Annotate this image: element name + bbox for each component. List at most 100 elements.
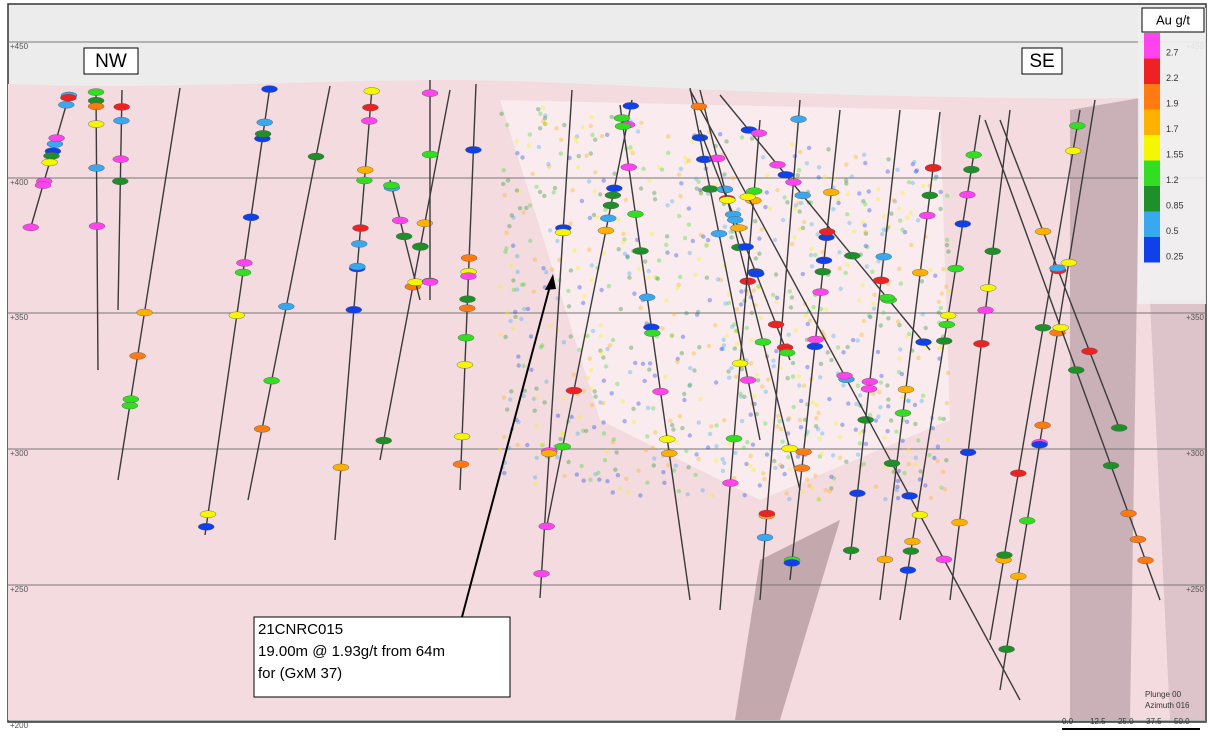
block — [652, 190, 657, 196]
block — [838, 455, 843, 460]
block — [816, 497, 821, 502]
block — [665, 203, 670, 208]
drill-hole — [379, 89, 451, 461]
block — [738, 394, 744, 399]
block — [935, 444, 941, 449]
block — [588, 367, 594, 373]
block — [863, 160, 868, 166]
block — [652, 197, 658, 202]
scale-label: 12.5 — [1090, 717, 1106, 726]
block — [561, 396, 566, 401]
block — [778, 427, 784, 432]
block — [829, 357, 834, 363]
block — [671, 427, 676, 432]
block — [538, 345, 544, 350]
block — [588, 123, 593, 129]
assay-interval — [421, 150, 439, 159]
fault-plane — [1150, 300, 1205, 720]
annotation-line: 21CNRC015 — [258, 621, 343, 638]
block — [761, 471, 766, 476]
block — [603, 207, 608, 212]
block — [787, 289, 792, 294]
block — [687, 383, 692, 388]
block — [722, 418, 727, 423]
block — [647, 178, 652, 183]
block — [656, 258, 662, 263]
block — [588, 151, 593, 156]
assay-interval — [136, 308, 153, 317]
block — [569, 414, 574, 420]
block — [555, 455, 560, 460]
assay-interval — [951, 518, 968, 527]
block — [805, 364, 810, 370]
block — [805, 321, 810, 327]
block — [863, 231, 869, 236]
block — [897, 356, 902, 361]
block — [742, 394, 747, 399]
block — [906, 461, 911, 467]
block — [818, 361, 824, 367]
block — [682, 391, 687, 397]
assay-interval — [984, 247, 1001, 256]
block — [774, 348, 779, 354]
block — [593, 170, 598, 175]
azimuth: Azimuth 016 — [1145, 701, 1190, 710]
block — [880, 231, 885, 237]
assay-interval — [876, 555, 894, 564]
assay-interval — [457, 334, 475, 342]
block — [844, 162, 849, 167]
block — [628, 147, 634, 153]
block — [726, 300, 731, 306]
scale-label: 0.0 — [1062, 717, 1074, 726]
assay-interval — [452, 460, 470, 468]
block — [555, 413, 561, 418]
block — [551, 190, 556, 195]
block — [557, 257, 562, 263]
block — [721, 337, 726, 342]
block — [650, 445, 656, 451]
block — [786, 454, 791, 460]
block — [638, 305, 643, 311]
assay-interval — [795, 448, 812, 456]
legend-label: 1.9 — [1166, 98, 1179, 108]
assay-interval — [48, 134, 65, 142]
block — [944, 284, 949, 289]
assay-interval — [731, 359, 749, 368]
block — [674, 440, 679, 445]
block — [787, 496, 792, 502]
assay-interval — [540, 449, 558, 457]
block — [501, 181, 506, 187]
assay-interval — [875, 253, 892, 261]
assay-interval — [234, 268, 252, 277]
block — [798, 425, 804, 430]
block — [521, 282, 527, 287]
assay-interval — [1064, 147, 1082, 155]
assay-interval — [897, 385, 915, 394]
assay-interval — [815, 256, 833, 265]
block — [602, 458, 608, 463]
block — [513, 309, 518, 315]
assay-interval — [690, 102, 708, 111]
block — [763, 204, 768, 210]
block — [910, 162, 915, 167]
block — [653, 274, 658, 280]
block — [543, 113, 548, 118]
block — [836, 200, 841, 206]
block — [749, 136, 755, 141]
block — [760, 155, 766, 160]
block — [614, 450, 619, 455]
assay-interval — [412, 243, 429, 251]
block — [933, 273, 938, 278]
block — [525, 442, 530, 448]
block — [816, 496, 821, 501]
block — [679, 181, 684, 186]
assay-interval — [112, 155, 129, 163]
block — [726, 369, 731, 374]
assay-interval — [416, 219, 433, 227]
assay-interval — [1060, 259, 1078, 267]
block — [624, 476, 629, 481]
block — [829, 474, 834, 479]
assay-interval — [823, 188, 840, 197]
block — [502, 192, 507, 198]
